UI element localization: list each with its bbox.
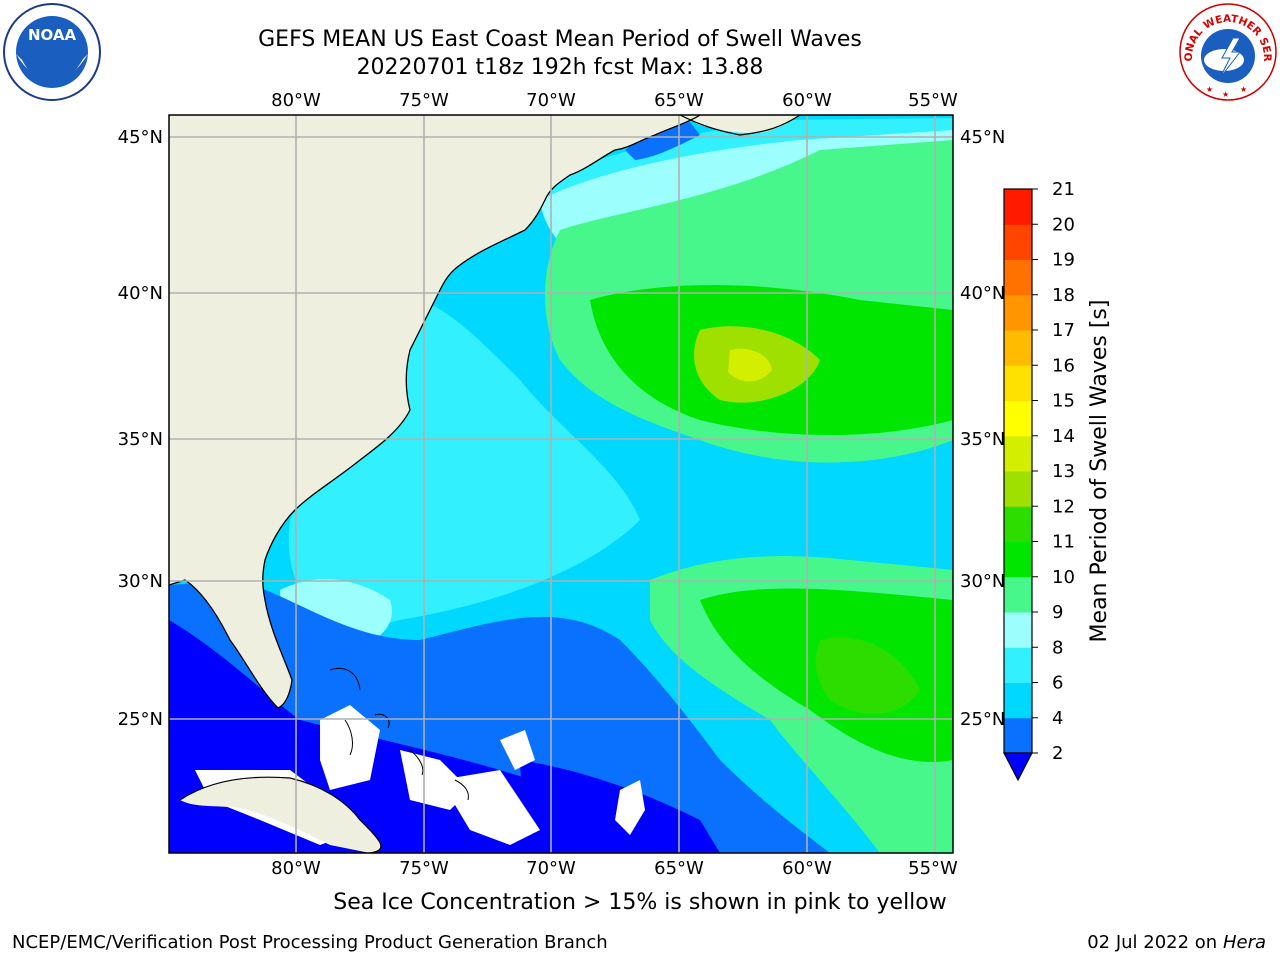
colorbar-tick-label: 4 [1052, 708, 1063, 729]
colorbar-tick-label: 17 [1052, 320, 1075, 341]
colorbar-segment [1004, 259, 1032, 296]
bottom-longitude-labels: 80°W 75°W 70°W 65°W 60°W 55°W [271, 858, 958, 879]
green-patch-south [815, 637, 920, 714]
colorbar-segment [1004, 224, 1032, 260]
bahamas-islands [329, 667, 469, 801]
colorbar-segment [1004, 471, 1032, 507]
lat-label-right: 40°N [960, 283, 1005, 304]
lon-label-top: 55°W [908, 90, 958, 111]
east-coastline [169, 115, 701, 709]
colorbar-segment [1004, 189, 1032, 225]
colorbar-tick-label: 19 [1052, 250, 1075, 271]
lat-label-right: 35°N [960, 429, 1005, 450]
colorbar-tick-label: 2 [1052, 743, 1063, 764]
lon-label-bottom: 55°W [908, 858, 958, 879]
gulf-of-maine-blue [625, 122, 700, 160]
colorbar-tick-label: 16 [1052, 355, 1075, 376]
lat-label-right: 30°N [960, 571, 1005, 592]
lon-label-top: 60°W [782, 90, 832, 111]
colorbar-segment [1004, 330, 1032, 366]
sea-ice-note: Sea Ice Concentration > 15% is shown in … [333, 890, 947, 915]
host-name: Hera [1222, 932, 1266, 953]
map-frame [168, 114, 954, 854]
lon-label-bottom: 70°W [526, 858, 576, 879]
colorbar-segment [1004, 717, 1032, 754]
noaa-logo-text: NOAA [28, 26, 77, 44]
forecast-subtitle: 20220701 t18z 192h fcst Max: 13.88 [356, 55, 764, 80]
left-latitude-labels: 45°N 40°N 35°N 30°N 25°N [118, 127, 163, 730]
north-america-land [169, 115, 700, 708]
colorbar: 2 4 6 8 9 10 11 12 13 14 15 16 17 18 19 20 21 Mean Perio… [1003, 179, 1112, 782]
lon-label-bottom: 80°W [271, 858, 321, 879]
colorbar-tick-label: 11 [1052, 532, 1075, 553]
lon-label-top: 75°W [399, 90, 449, 111]
nova-scotia-coastline [679, 115, 801, 136]
svg-text:★: ★ [1240, 85, 1247, 94]
colorbar-tick-label: 9 [1052, 602, 1063, 623]
colorbar-tick-label: 21 [1052, 179, 1075, 200]
colorbar-segment [1004, 506, 1032, 542]
colorbar-tick-label: 18 [1052, 285, 1075, 306]
colorbar-tick-label: 15 [1052, 391, 1075, 412]
yellow-patch [728, 348, 772, 382]
noaa-logo: NOAA [3, 3, 101, 101]
colorbar-segment [1004, 365, 1032, 401]
run-date: 02 Jul 2022 on Hera [1087, 932, 1266, 953]
lon-label-top: 65°W [654, 90, 704, 111]
lon-label-top: 70°W [526, 90, 576, 111]
lon-label-bottom: 65°W [654, 858, 704, 879]
lon-label-top: 80°W [271, 90, 321, 111]
right-latitude-labels: 45°N 40°N 35°N 30°N 25°N [960, 127, 1005, 730]
run-date-text: 02 Jul 2022 on [1087, 932, 1218, 953]
colorbar-segment [1004, 682, 1032, 719]
lat-label-left: 30°N [118, 571, 163, 592]
cuba-land [180, 777, 381, 853]
map-gridlines [169, 115, 953, 853]
colorbar-tick-label: 8 [1052, 637, 1063, 658]
lon-label-bottom: 60°W [782, 858, 832, 879]
colorbar-segment [1004, 647, 1032, 683]
colorbar-tick-label: 13 [1052, 461, 1075, 482]
colorbar-segment [1004, 612, 1032, 648]
colorbar-segment [1004, 294, 1032, 331]
lon-label-bottom: 75°W [399, 858, 449, 879]
colorbar-tick-label: 20 [1052, 214, 1075, 235]
colorbar-extend-triangle [1003, 752, 1033, 782]
lat-label-left: 40°N [118, 283, 163, 304]
lat-label-right: 45°N [960, 127, 1005, 148]
lat-label-left: 45°N [118, 127, 163, 148]
lat-label-right: 25°N [960, 709, 1005, 730]
colorbar-tick-label: 10 [1052, 567, 1075, 588]
svg-text:★: ★ [1222, 90, 1229, 99]
colorbar-label: Mean Period of Swell Waves [s] [1087, 300, 1112, 643]
colorbar-tick-label: 14 [1052, 426, 1075, 447]
lat-label-left: 25°N [118, 709, 163, 730]
nws-logo: NATIONAL WEATHER SERVICE ★ ★ ★ [1178, 2, 1277, 101]
colorbar-segment [1004, 400, 1032, 437]
colorbar-segment [1004, 541, 1032, 578]
svg-text:★: ★ [1206, 85, 1213, 94]
credit-text: NCEP/EMC/Verification Post Processing Pr… [12, 932, 608, 953]
map-title: GEFS MEAN US East Coast Mean Period of S… [258, 27, 862, 52]
colorbar-tick-label: 6 [1052, 673, 1063, 694]
colorbar-ticks: 2 4 6 8 9 10 11 12 13 14 15 16 17 18 19 20 21 [1032, 179, 1075, 764]
colorbar-segments [1004, 189, 1032, 754]
lat-label-left: 35°N [118, 429, 163, 450]
colorbar-tick-label: 12 [1052, 496, 1075, 517]
nova-scotia-land [680, 115, 800, 133]
colorbar-segment [1004, 576, 1032, 613]
cuba-coastline [179, 776, 382, 853]
map-field [169, 115, 953, 853]
colorbar-segment [1004, 435, 1032, 472]
top-longitude-labels: 80°W 75°W 70°W 65°W 60°W 55°W [271, 90, 958, 111]
